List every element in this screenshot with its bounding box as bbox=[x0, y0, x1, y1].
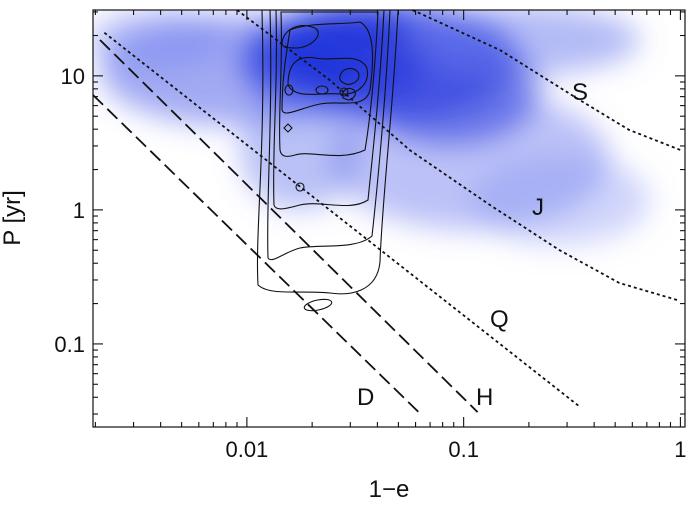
x-axis-label: 1−e bbox=[369, 476, 410, 503]
curve-label: D bbox=[357, 384, 374, 411]
y-axis-label: P [yr] bbox=[0, 190, 26, 246]
density-map bbox=[93, 10, 650, 245]
curve-label: H bbox=[476, 384, 493, 411]
curve-label: S bbox=[572, 79, 588, 106]
curve-label: J bbox=[532, 194, 544, 221]
curve bbox=[92, 94, 423, 416]
curve bbox=[412, 9, 681, 151]
curve-label: Q bbox=[490, 306, 509, 333]
x-tick-label: 0.01 bbox=[225, 437, 268, 462]
y-tick-label: 1 bbox=[73, 198, 85, 223]
curves bbox=[92, 9, 681, 416]
x-tick-label: 0.1 bbox=[448, 437, 479, 462]
curve bbox=[103, 31, 581, 408]
y-tick-label: 10 bbox=[61, 64, 85, 89]
ticks: 0.01 0.1 1 0.1 1 10 bbox=[54, 10, 687, 462]
y-tick-label: 0.1 bbox=[54, 332, 85, 357]
plot-frame bbox=[92, 9, 686, 428]
curve bbox=[99, 39, 479, 413]
x-tick-label: 1 bbox=[674, 437, 686, 462]
curve bbox=[236, 9, 680, 302]
